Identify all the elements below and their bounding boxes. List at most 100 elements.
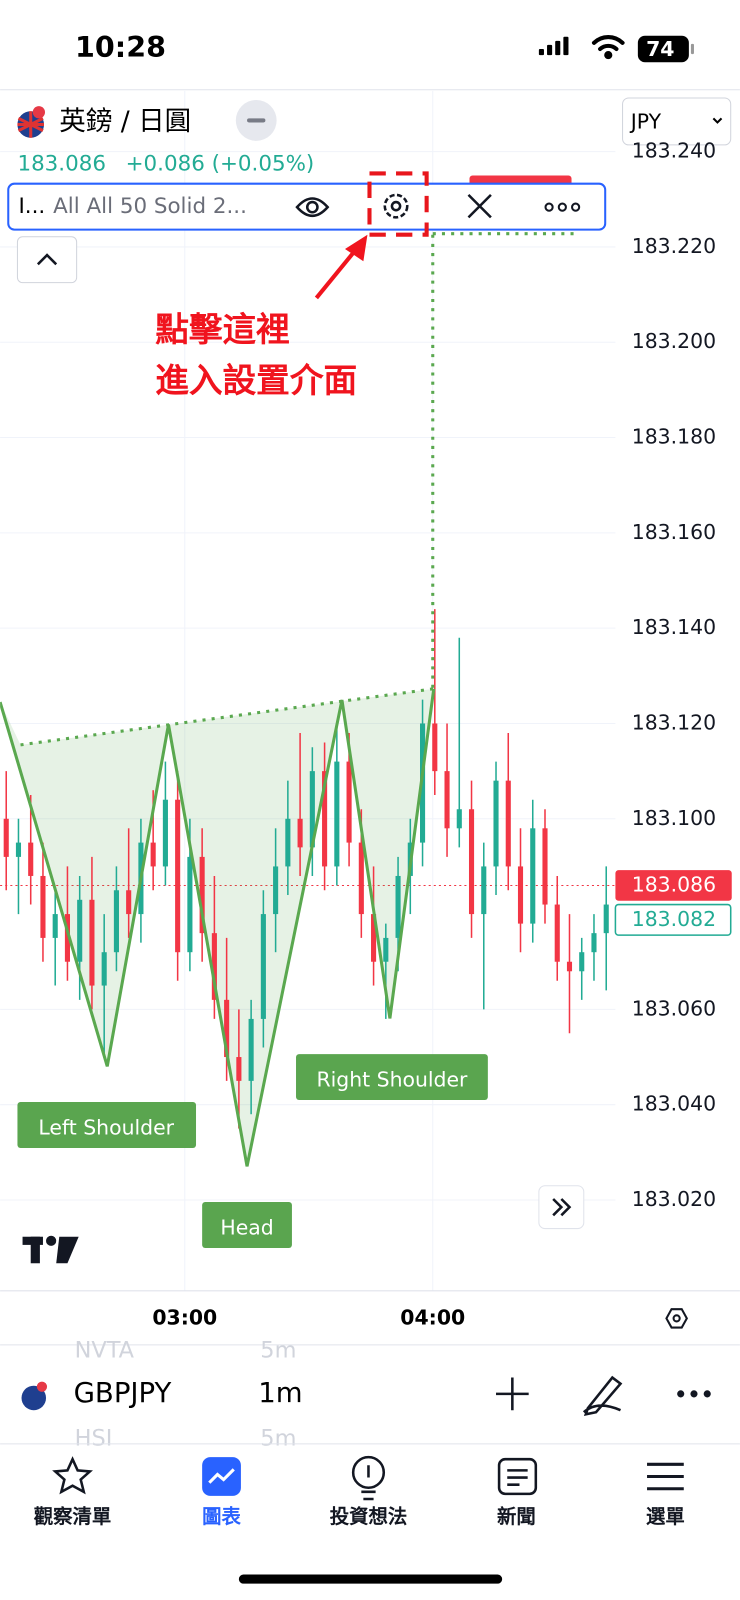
- settings-hex[interactable]: [665, 1308, 689, 1329]
- close-price-tag: [614, 903, 732, 936]
- tab-label[interactable]: 圖表: [202, 1505, 241, 1528]
- last-price-tag: [615, 870, 732, 901]
- currency-select[interactable]: [622, 97, 732, 146]
- faded-interval: 5m: [260, 1338, 296, 1364]
- battery: [637, 35, 689, 63]
- wifi: [591, 35, 625, 60]
- time: 10:28: [75, 30, 166, 64]
- eye-icon[interactable]: [295, 197, 330, 218]
- tab-bar: 觀察清單 圖表 投資想法 新聞 選單: [34, 1505, 685, 1528]
- candle-body: [150, 842, 156, 867]
- battery-tip: [690, 43, 694, 55]
- candle-body: [481, 866, 487, 915]
- tab-label[interactable]: 選單: [646, 1505, 685, 1528]
- symbol-title[interactable]: 英鎊 / 日圓: [59, 106, 191, 137]
- toolbar-settings[interactable]: All All 50 Solid 2...: [53, 194, 247, 219]
- candle-body: [175, 799, 181, 953]
- pattern-fill: [0, 688, 434, 1167]
- price-axis: 183.240 183.220 183.200 183.180 183.160 183.1…: [614, 139, 732, 1211]
- interval[interactable]: 1m: [258, 1377, 302, 1409]
- flag: [21, 1385, 47, 1411]
- close-icon[interactable]: [467, 193, 492, 219]
- chevron: [712, 117, 723, 124]
- more-icon[interactable]: [544, 202, 581, 212]
- candle-body: [456, 809, 462, 829]
- chart-icon: [208, 1468, 235, 1484]
- more-icon[interactable]: [677, 1390, 711, 1398]
- candle-body: [40, 875, 46, 938]
- price-tick-label: 183.060: [632, 996, 716, 1020]
- faded-symbol: NVTA: [75, 1338, 135, 1364]
- candle-body: [603, 904, 609, 934]
- pattern-lines: [0, 232, 577, 1167]
- candle-body: [371, 914, 377, 962]
- price-tick-label: 183.160: [632, 520, 716, 544]
- time-label: 03:00: [152, 1305, 217, 1329]
- draw-icon[interactable]: [582, 1375, 623, 1416]
- candle-body: [432, 723, 438, 772]
- candle-body: [89, 899, 95, 986]
- candle-body: [52, 914, 58, 938]
- candle-body: [468, 809, 475, 915]
- price-tick-label: 183.120: [632, 710, 716, 734]
- candle-body: [248, 1018, 254, 1081]
- candle-body: [224, 999, 230, 1058]
- change: +0.086 (+0.05%): [126, 151, 315, 176]
- candle-body: [15, 842, 22, 857]
- candle-body: [554, 904, 560, 962]
- tab-icon[interactable]: [647, 1462, 684, 1491]
- home-indicator: [238, 1574, 503, 1584]
- toolbar-label[interactable]: I...: [18, 194, 45, 219]
- tab-label[interactable]: 新聞: [497, 1505, 536, 1528]
- candle-body: [505, 780, 511, 867]
- currency: JPY: [629, 109, 662, 133]
- settings-icon[interactable]: [383, 193, 409, 219]
- candle-body: [517, 866, 524, 924]
- tab-icon[interactable]: [351, 1455, 386, 1501]
- last-price-label: 183.086: [632, 872, 716, 896]
- candle-body: [542, 828, 548, 905]
- candle-body: [28, 842, 34, 876]
- highlight-box: [367, 171, 429, 237]
- label-box: [296, 1054, 488, 1100]
- annotation: 進入設置介面: [155, 361, 357, 400]
- candle-body: [211, 933, 217, 1000]
- minus-icon: [247, 118, 266, 123]
- scroll-icon: [552, 1198, 572, 1217]
- candle-body: [187, 856, 193, 953]
- candle-body: [3, 818, 9, 857]
- symbol[interactable]: GBPJPY: [74, 1377, 172, 1409]
- candle-body: [126, 890, 132, 915]
- time-label: 04:00: [400, 1305, 465, 1329]
- add-icon[interactable]: [496, 1377, 529, 1411]
- expand-button[interactable]: [16, 236, 78, 284]
- candle-body: [77, 899, 83, 962]
- candle-body: [358, 842, 364, 915]
- price-tick-label: 183.020: [632, 1187, 716, 1211]
- flag-jp: [32, 106, 45, 119]
- price-tick-label: 183.140: [632, 615, 716, 639]
- candle-body: [309, 771, 315, 848]
- flag-cross: [17, 111, 44, 138]
- pattern-label: Left Shoulder: [38, 1116, 174, 1140]
- candle-body: [236, 1057, 242, 1081]
- candle-body: [346, 761, 352, 843]
- pattern-drawing: [0, 688, 434, 1167]
- tab-label[interactable]: 投資想法: [330, 1505, 408, 1528]
- tab-label[interactable]: 觀察清單: [34, 1505, 112, 1528]
- candle-body: [101, 952, 107, 986]
- candle-body: [199, 856, 205, 934]
- price-tick-label: 183.200: [632, 329, 716, 353]
- faded-symbol: HSI: [75, 1425, 113, 1451]
- tab-icon[interactable]: [52, 1456, 93, 1495]
- logo: [22, 1235, 79, 1264]
- close-price-label: 183.082: [632, 907, 716, 931]
- price-tick-label: 183.220: [632, 234, 716, 258]
- annotation: 點擊這裡: [155, 310, 290, 349]
- tab-icon[interactable]: [497, 1457, 538, 1496]
- candle-body: [297, 818, 303, 848]
- pattern-line: [0, 688, 436, 1167]
- candle-body: [591, 933, 597, 953]
- label-box: [202, 1202, 292, 1248]
